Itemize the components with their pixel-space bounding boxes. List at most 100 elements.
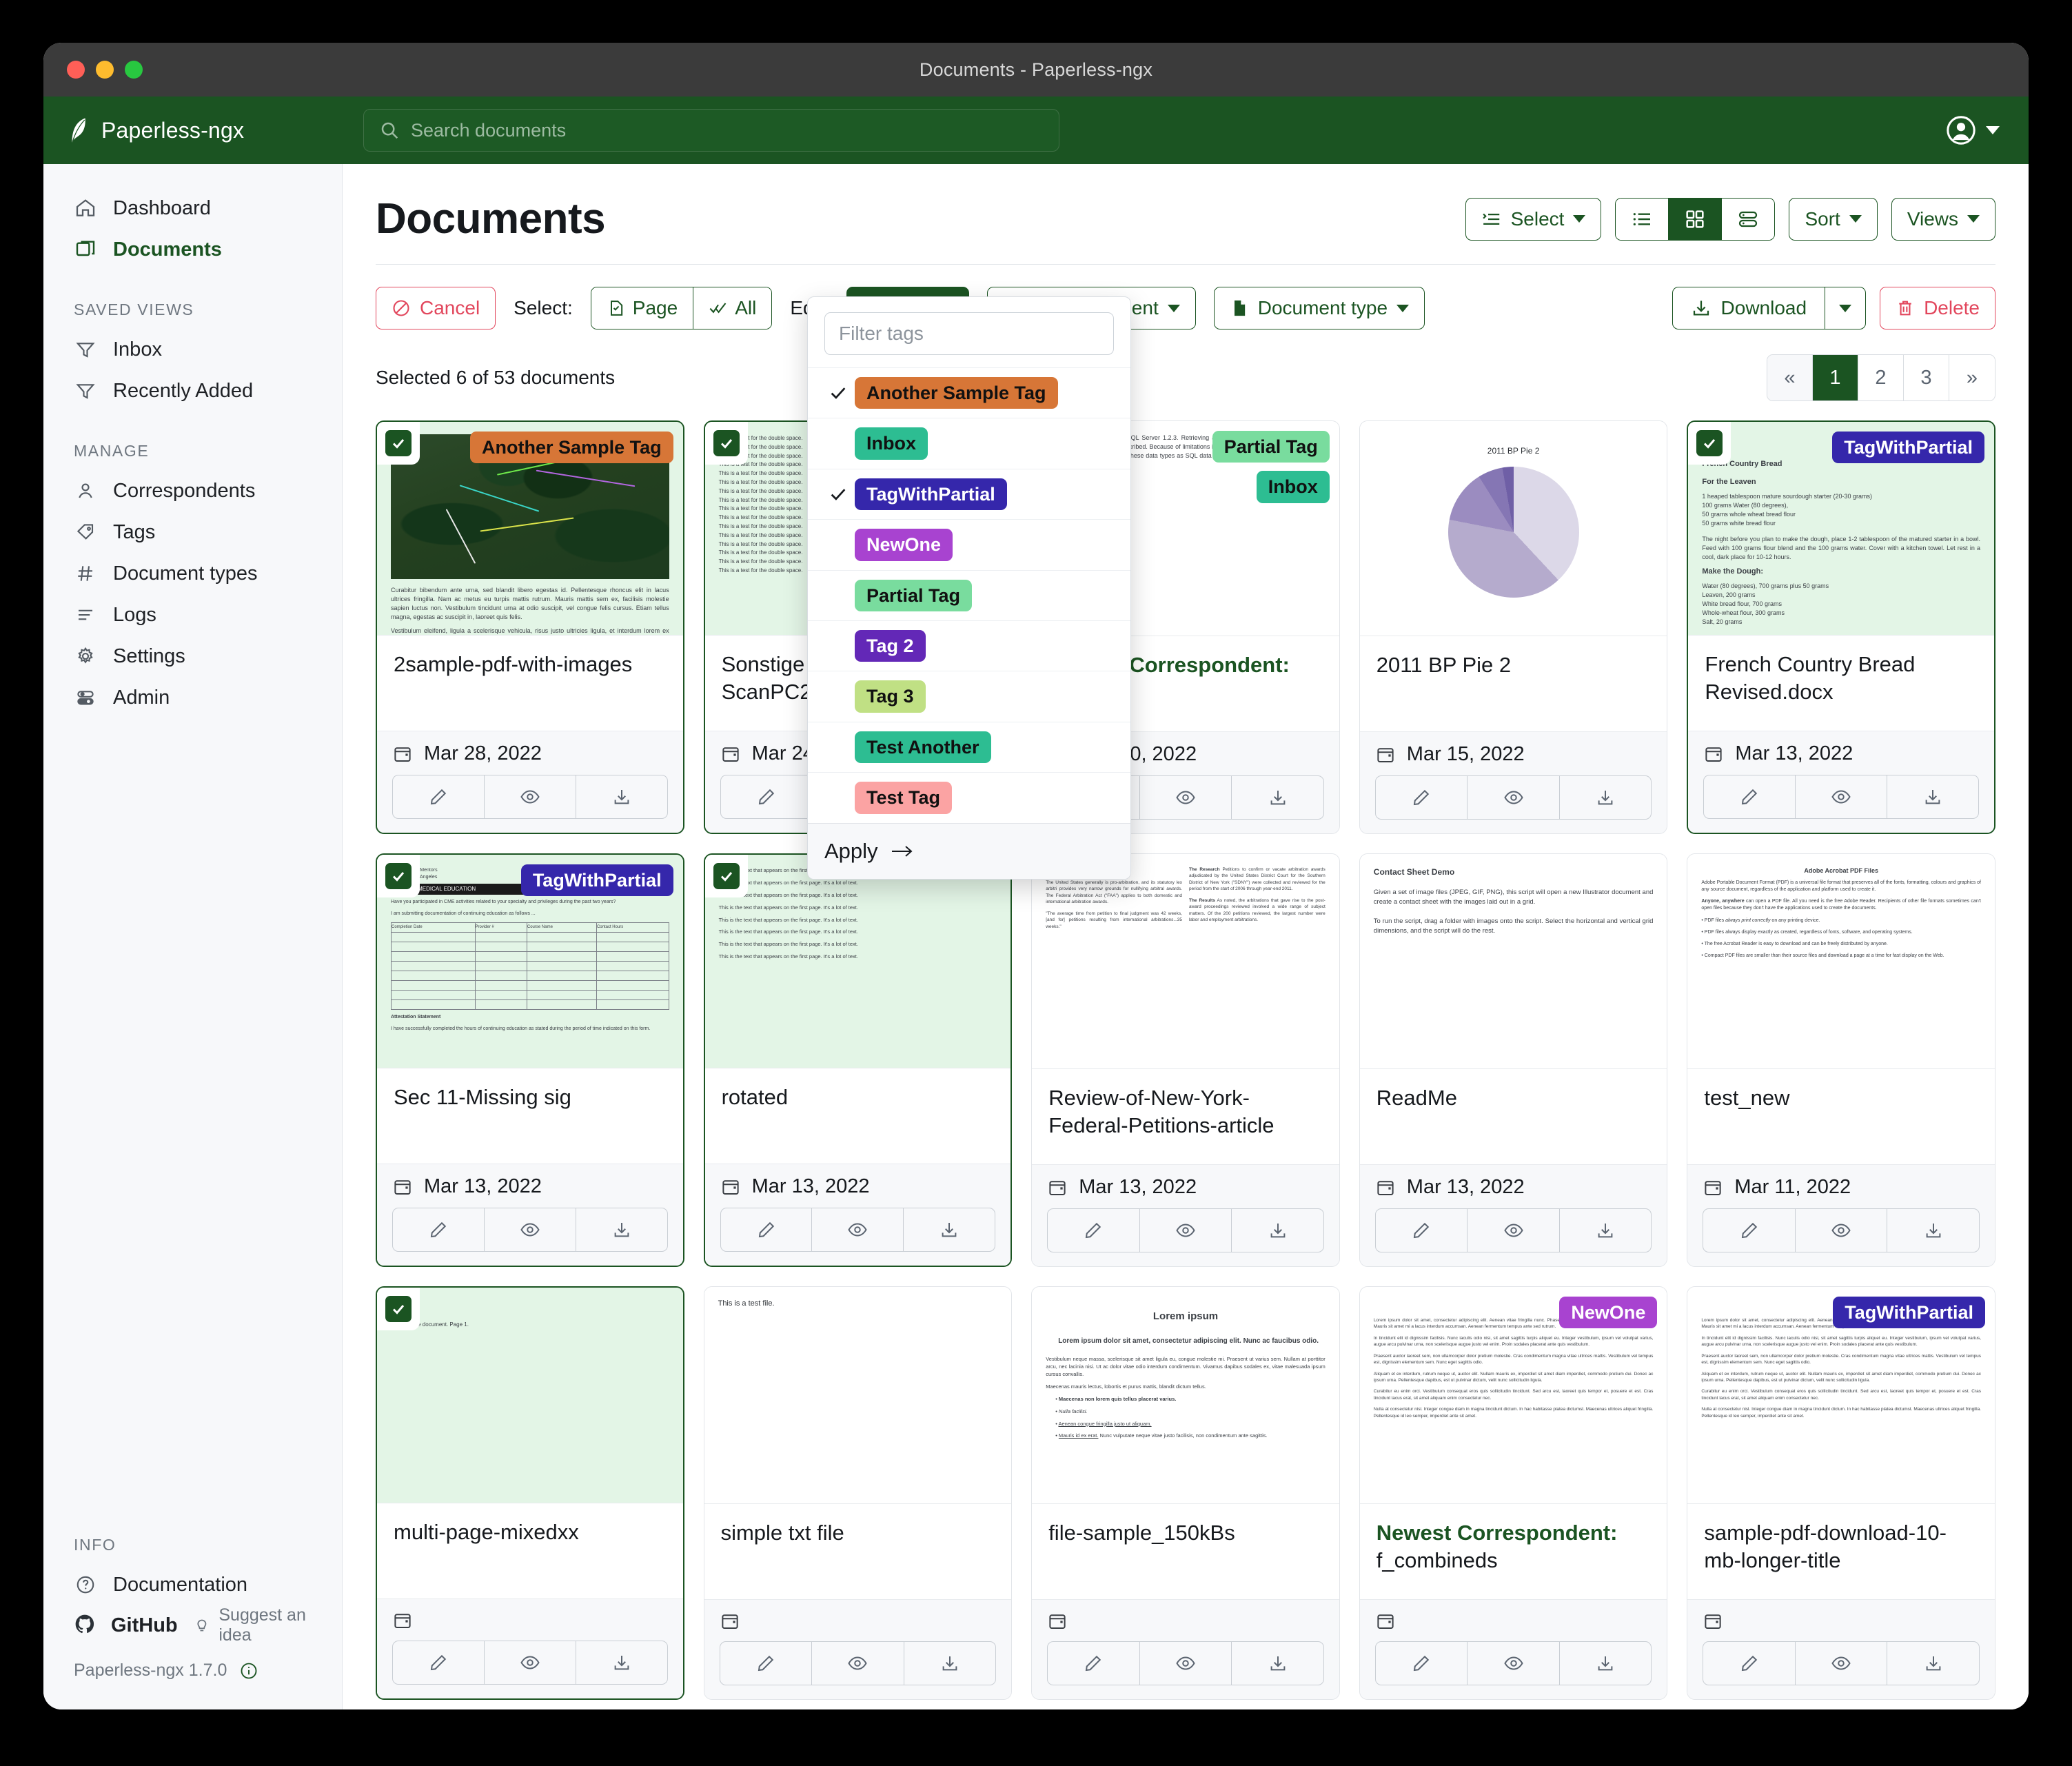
sidebar-item-admin[interactable]: Admin [43, 677, 342, 718]
sidebar-item-document-types[interactable]: Document types [43, 553, 342, 594]
tag-option-inbox[interactable]: Inbox [808, 418, 1130, 468]
view-mode-switcher[interactable] [1615, 197, 1776, 241]
document-card[interactable]: 2011 BP Pie 2 2011 BP Pie 2 Mar 15, 2022 [1359, 420, 1668, 834]
edit-document-button[interactable] [1376, 1209, 1468, 1252]
apply-tags-button[interactable]: Apply [808, 822, 1130, 879]
document-card[interactable]: This is the text that appears on the fir… [703, 853, 1013, 1267]
download-document-button[interactable] [1887, 1209, 1979, 1252]
delete-button[interactable]: Delete [1880, 287, 1995, 329]
edit-document-button[interactable] [721, 1208, 813, 1251]
pagination-page-1[interactable]: 1 [1813, 355, 1858, 400]
select-page-button[interactable]: Page [591, 287, 694, 329]
document-thumbnail[interactable]: This is the text that appears on the fir… [704, 855, 1011, 1068]
document-card[interactable]: Lorem ipsum Lorem ipsum dolor sit amet, … [1031, 1286, 1340, 1700]
preview-document-button[interactable] [1796, 1642, 1888, 1685]
download-document-button[interactable] [576, 1641, 667, 1684]
download-document-button[interactable] [1560, 776, 1652, 819]
edit-document-button[interactable] [1376, 776, 1468, 819]
info-icon[interactable] [239, 1661, 258, 1681]
document-thumbnail[interactable]: Adobe Acrobat PDF Files Adobe Portable D… [1687, 854, 1995, 1069]
tags-dropdown-menu[interactable]: Another Sample Tag Inbox TagWithPartial … [807, 296, 1131, 880]
edit-document-button[interactable] [1048, 1642, 1140, 1685]
window-traffic-lights[interactable] [43, 61, 143, 79]
document-thumbnail[interactable]: This is a test file. [704, 1287, 1012, 1504]
search-box[interactable] [363, 109, 1059, 152]
download-document-button[interactable] [1887, 775, 1978, 818]
document-thumbnail[interactable]: Curabitur bibendum ante urna, sed blandi… [377, 422, 683, 636]
select-all-button[interactable]: All [693, 287, 772, 329]
sidebar-item-documents[interactable]: Documents [43, 229, 342, 270]
download-document-button[interactable] [904, 1642, 996, 1685]
document-thumbnail[interactable]: Lorem ipsum Lorem ipsum dolor sit amet, … [1032, 1287, 1339, 1504]
edit-document-button[interactable] [393, 1641, 485, 1684]
document-type-dropdown-button[interactable]: Document type [1213, 287, 1425, 329]
select-dropdown-button[interactable]: Select [1465, 197, 1602, 241]
document-card[interactable]: for Confirmation ...tions and The United… [1031, 853, 1340, 1267]
suggest-an-idea-link[interactable]: Suggest an idea [193, 1605, 342, 1645]
cancel-button[interactable]: Cancel [376, 287, 496, 329]
document-tag[interactable]: TagWithPartial [1833, 1297, 1985, 1329]
document-tag[interactable]: NewOne [1559, 1297, 1658, 1329]
document-card[interactable]: a multi page document. Page 1. multi-pag… [376, 1286, 684, 1700]
minimize-window-button[interactable] [96, 61, 114, 79]
sort-dropdown-button[interactable]: Sort [1789, 197, 1878, 241]
document-card[interactable]: Curabitur bibendum ante urna, sed blandi… [376, 420, 684, 834]
preview-document-button[interactable] [1140, 1209, 1232, 1252]
view-mode-grid[interactable] [1669, 198, 1723, 240]
tag-option-test-another[interactable]: Test Another [808, 721, 1130, 772]
pagination-page-2[interactable]: 2 [1858, 355, 1904, 400]
sidebar-item-documentation[interactable]: Documentation [43, 1564, 342, 1605]
document-card[interactable]: Lorem ipsum dolor sit amet, consectetur … [1359, 1286, 1668, 1700]
preview-document-button[interactable] [812, 1642, 904, 1685]
tag-option-test-tag[interactable]: Test Tag [808, 772, 1130, 822]
document-tag[interactable]: TagWithPartial [520, 864, 673, 897]
sidebar-item-inbox[interactable]: Inbox [43, 329, 342, 370]
card-select-checkbox[interactable] [704, 422, 748, 465]
tag-option-another-sample-tag[interactable]: Another Sample Tag [808, 367, 1130, 418]
document-thumbnail[interactable]: Medical Staff MentorsHospital, Los Angel… [377, 855, 683, 1068]
edit-document-button[interactable] [393, 1208, 485, 1251]
tag-option-tag-2[interactable]: Tag 2 [808, 620, 1130, 671]
tag-filter-input[interactable] [824, 312, 1114, 355]
edit-document-button[interactable] [1048, 1209, 1140, 1252]
search-input[interactable] [411, 119, 1044, 141]
card-select-checkbox[interactable] [377, 422, 420, 465]
download-document-button[interactable] [1560, 1209, 1652, 1252]
tag-option-newone[interactable]: NewOne [808, 519, 1130, 569]
document-thumbnail[interactable]: a multi page document. Page 1. [377, 1288, 683, 1503]
card-select-checkbox[interactable] [377, 1288, 420, 1330]
sidebar-item-recently-added[interactable]: Recently Added [43, 370, 342, 412]
select-scope-group[interactable]: Page All [590, 287, 773, 329]
download-document-button[interactable] [576, 775, 667, 818]
download-document-button[interactable] [1232, 1642, 1323, 1685]
preview-document-button[interactable] [812, 1208, 904, 1251]
preview-document-button[interactable] [1140, 776, 1232, 819]
preview-document-button[interactable] [485, 1208, 576, 1251]
document-tag[interactable]: Partial Tag [1212, 431, 1330, 463]
pagination-next[interactable]: » [1949, 355, 1995, 400]
tag-option-tag-3[interactable]: Tag 3 [808, 671, 1130, 721]
document-thumbnail[interactable]: Contact Sheet Demo Given a set of image … [1359, 854, 1667, 1069]
preview-document-button[interactable] [485, 1641, 576, 1684]
download-button[interactable]: Download [1673, 287, 1826, 329]
sidebar-item-correspondents[interactable]: Correspondents [43, 470, 342, 511]
card-select-checkbox[interactable] [1688, 422, 1731, 465]
preview-document-button[interactable] [1467, 1642, 1560, 1685]
pagination-page-3[interactable]: 3 [1904, 355, 1949, 400]
card-select-checkbox[interactable] [704, 855, 748, 897]
brand[interactable]: Paperless-ngx [67, 117, 343, 143]
preview-document-button[interactable] [1140, 1642, 1232, 1685]
document-thumbnail[interactable]: 2011 BP Pie 2 [1359, 421, 1667, 636]
pagination[interactable]: « 1 2 3 » [1767, 354, 1995, 401]
download-document-button[interactable] [1560, 1642, 1652, 1685]
document-tag[interactable]: TagWithPartial [1832, 432, 1984, 464]
view-mode-list[interactable] [1616, 198, 1669, 240]
download-split-button[interactable]: Download [1672, 287, 1867, 329]
document-thumbnail[interactable]: French Country Bread For the Leaven 1 he… [1688, 422, 1994, 636]
sidebar-item-settings[interactable]: Settings [43, 636, 342, 677]
view-mode-details[interactable] [1722, 198, 1775, 240]
edit-document-button[interactable] [1703, 1642, 1796, 1685]
sidebar-item-logs[interactable]: Logs [43, 594, 342, 636]
download-document-button[interactable] [904, 1208, 995, 1251]
edit-document-button[interactable] [1703, 1209, 1796, 1252]
